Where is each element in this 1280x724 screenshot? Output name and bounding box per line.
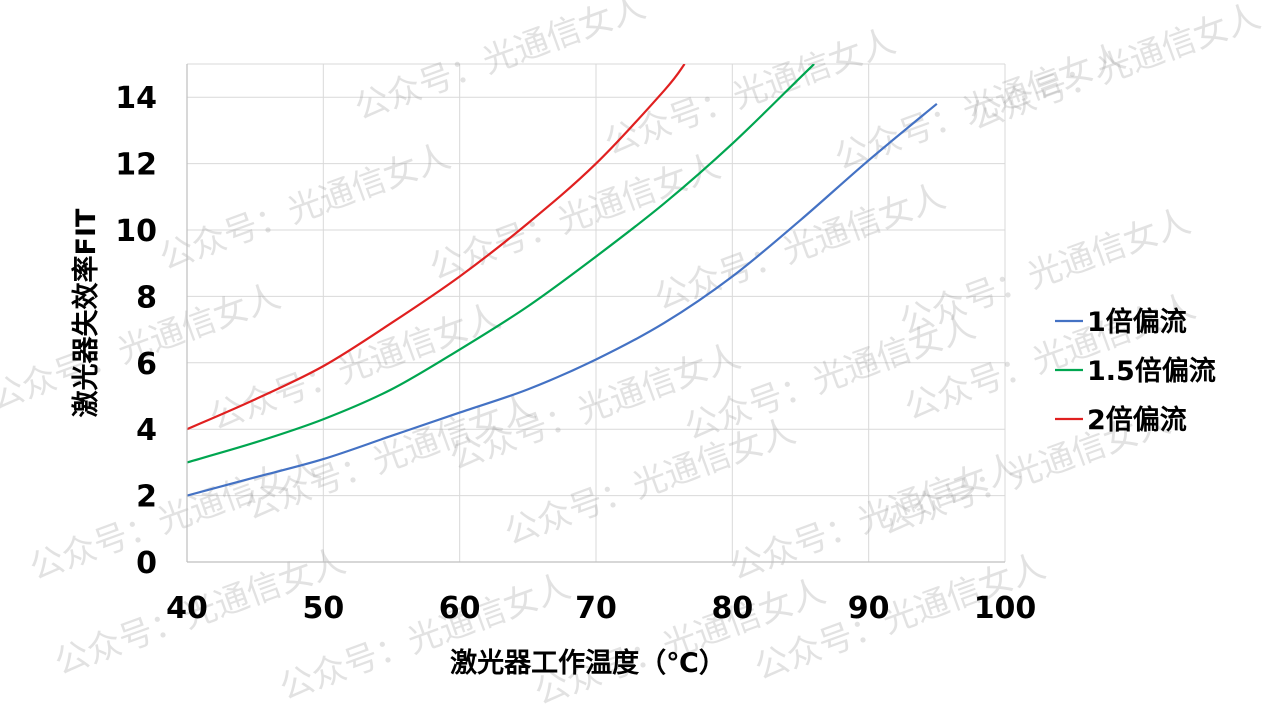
x-tick-label: 90 bbox=[848, 591, 890, 626]
legend-item: 1.5倍偏流 bbox=[1055, 355, 1216, 387]
x-tick-label: 80 bbox=[711, 591, 753, 626]
legend-item: 2倍偏流 bbox=[1055, 404, 1187, 436]
legend-label: 2倍偏流 bbox=[1087, 404, 1187, 436]
legend-label: 1.5倍偏流 bbox=[1087, 355, 1216, 387]
y-tick-label: 12 bbox=[115, 148, 157, 183]
watermark-text: 公众号：光通信女人 bbox=[649, 176, 950, 318]
y-tick-label: 4 bbox=[136, 413, 157, 448]
series-line-3 bbox=[187, 64, 686, 431]
y-tick-label: 2 bbox=[136, 480, 157, 515]
legend-item: 1倍偏流 bbox=[1055, 306, 1187, 338]
series-line-1 bbox=[187, 102, 938, 497]
legend-label: 1倍偏流 bbox=[1087, 306, 1187, 338]
x-tick-label: 70 bbox=[575, 591, 617, 626]
y-tick-label: 14 bbox=[115, 81, 157, 116]
watermark-text: 公众号：光通信女人 bbox=[964, 0, 1265, 138]
y-tick-label: 10 bbox=[115, 214, 157, 249]
x-tick-label: 60 bbox=[439, 591, 481, 626]
series-layer bbox=[187, 64, 938, 497]
legend: 1倍偏流 1.5倍偏流 2倍偏流 bbox=[1055, 306, 1216, 436]
x-tick-label: 50 bbox=[302, 591, 344, 626]
x-tick-label: 100 bbox=[974, 591, 1037, 626]
y-axis-title: 激光器失效率FIT bbox=[70, 208, 102, 417]
y-tick-label: 6 bbox=[136, 347, 157, 382]
watermark-text: 公众号：光通信女人 bbox=[154, 136, 455, 278]
y-tick-label: 8 bbox=[136, 280, 157, 315]
y-tick-label: 0 bbox=[136, 546, 157, 581]
x-tick-label: 40 bbox=[166, 591, 208, 626]
series-line-2 bbox=[187, 64, 815, 464]
tick-labels: 40 50 60 70 80 90 100 0 2 4 6 8 10 12 14 bbox=[115, 81, 1036, 626]
x-axis-title: 激光器工作温度（℃） bbox=[450, 647, 726, 679]
axes bbox=[186, 64, 1005, 563]
watermark-text: 公众号：光通信女人 bbox=[424, 146, 725, 288]
